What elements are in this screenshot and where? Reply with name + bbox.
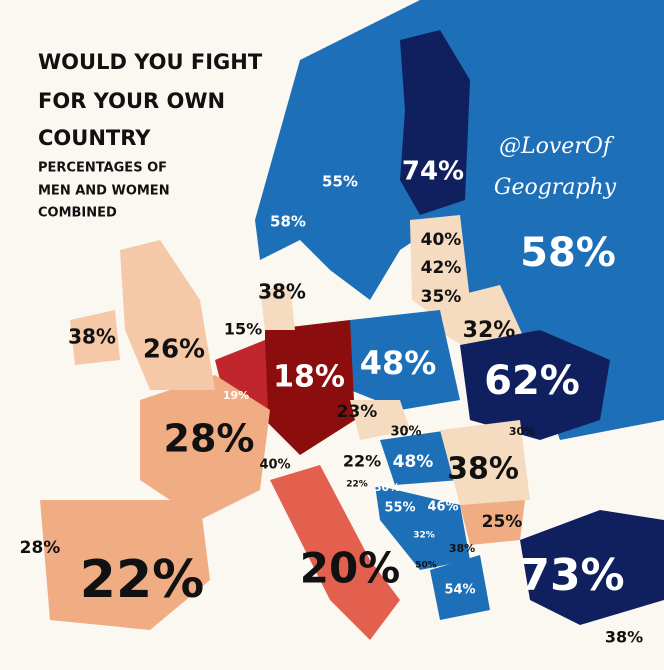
title: WOULD YOU FIGHT FOR YOUR OWN COUNTRY PER… <box>38 50 263 221</box>
watermark: @LoverOf <box>499 134 615 159</box>
region-label: 32% <box>463 318 516 343</box>
region-labels: 74% 55% 58% 58% 40% 42% 35% 38% 38% 26% 15% 19% 18% 4… <box>20 157 644 647</box>
region-label: 38% <box>449 542 475 555</box>
region-label: 48% <box>393 452 434 472</box>
region-label: 30% <box>390 425 421 440</box>
region-label: 32% <box>413 531 435 541</box>
region-label: 23% <box>337 402 378 422</box>
subtitle-line: COMBINED <box>38 206 117 221</box>
region-label: 22% <box>346 480 368 490</box>
region-label: 50% <box>415 561 437 571</box>
region-label: 58% <box>520 230 616 276</box>
region-label: 25% <box>482 512 523 532</box>
region-label: 73% <box>519 550 624 601</box>
title-line: COUNTRY <box>38 126 151 150</box>
region-label: 26% <box>143 335 205 365</box>
region-label: 42% <box>421 258 462 278</box>
region-label: 20% <box>300 544 401 593</box>
region-label: 58% <box>270 213 306 231</box>
subtitle-line: PERCENTAGES OF <box>38 161 167 176</box>
region-label: 28% <box>164 417 255 461</box>
region-label: 38% <box>68 325 116 349</box>
region-label: 55% <box>384 501 415 516</box>
watermark: Geography <box>494 175 617 200</box>
region-label: 38% <box>258 280 306 304</box>
region-label: 40% <box>259 458 290 473</box>
region-label: 48% <box>360 344 437 382</box>
region-label: 40% <box>421 230 462 250</box>
region-label: 46% <box>427 500 458 515</box>
title-line: FOR YOUR OWN <box>38 89 225 113</box>
region-label: 54% <box>444 583 475 598</box>
region-label: 22% <box>343 452 381 471</box>
region-label: 74% <box>402 157 464 187</box>
region-label: 19% <box>223 389 249 402</box>
region-label: 15% <box>224 320 262 339</box>
region-label: 30% <box>509 425 535 438</box>
region-label: 50% <box>374 481 400 494</box>
region-label: 22% <box>80 550 204 610</box>
region-label: 55% <box>322 173 358 191</box>
subtitle-line: MEN AND WOMEN <box>38 184 170 199</box>
region-label: 18% <box>273 360 345 395</box>
region-label: 38% <box>605 628 643 647</box>
region-label: 62% <box>484 358 580 404</box>
region-label: 35% <box>421 287 462 307</box>
region-label: 38% <box>447 452 519 487</box>
title-line: WOULD YOU FIGHT <box>38 50 263 74</box>
region-label: 28% <box>20 538 61 558</box>
land-shapes <box>40 0 664 640</box>
